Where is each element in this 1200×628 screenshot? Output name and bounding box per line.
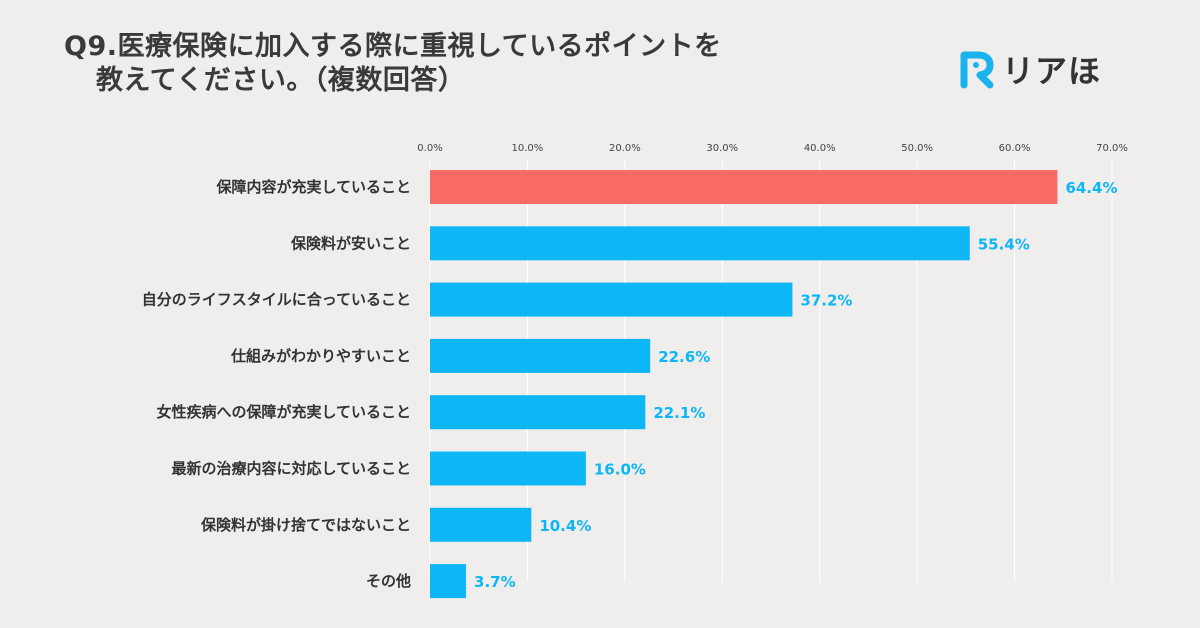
chart-title-line2: 教えてください。（複数回答） bbox=[96, 65, 466, 96]
x-tick-label: 30.0% bbox=[706, 143, 738, 154]
x-tick-label: 10.0% bbox=[512, 143, 544, 154]
category-label: 最新の治療内容に対応していること bbox=[171, 460, 411, 478]
x-tick-label: 40.0% bbox=[804, 143, 836, 154]
bar bbox=[430, 282, 793, 317]
category-label: 自分のライフスタイルに合っていること bbox=[142, 291, 411, 309]
category-label: 仕組みがわかりやすいこと bbox=[230, 347, 411, 365]
value-label: 37.2% bbox=[800, 292, 852, 310]
bar bbox=[430, 226, 970, 261]
bar bbox=[430, 451, 586, 486]
category-labels: 保障内容が充実していること保険料が安いこと自分のライフスタイルに合っていること仕… bbox=[142, 178, 411, 590]
chart-title: Q9.医療保険に加入する際に重視しているポイントを 教えてください。（複数回答） bbox=[64, 30, 722, 98]
category-label: その他 bbox=[366, 572, 411, 590]
logo-text: リアほ bbox=[1002, 52, 1102, 90]
value-label: 16.0% bbox=[594, 461, 646, 479]
category-label: 保険料が掛け捨てではないこと bbox=[200, 516, 411, 534]
value-label: 10.4% bbox=[539, 517, 591, 535]
category-label: 保険料が安いこと bbox=[290, 234, 411, 252]
bar bbox=[430, 395, 646, 430]
value-label: 22.6% bbox=[658, 348, 710, 366]
value-label: 3.7% bbox=[474, 573, 516, 591]
x-tick-label: 50.0% bbox=[901, 143, 933, 154]
value-label: 22.1% bbox=[653, 404, 705, 422]
x-axis-ticks: 0.0% 10.0% 20.0% 30.0% 40.0% 50.0% 60.0% 70.0% bbox=[417, 143, 1128, 154]
value-label: 55.4% bbox=[978, 235, 1030, 253]
bar bbox=[430, 564, 467, 599]
category-label: 女性疾病への保障が充実していること bbox=[156, 403, 411, 421]
bar bbox=[430, 170, 1058, 204]
bars bbox=[430, 170, 1058, 599]
bar bbox=[430, 338, 651, 373]
x-tick-label: 60.0% bbox=[999, 143, 1031, 154]
category-label: 保障内容が充実していること bbox=[215, 178, 411, 196]
x-tick-label: 0.0% bbox=[417, 143, 442, 154]
value-labels: 64.4% 55.4% 37.2% 22.6% 22.1% 16.0% 10.4% 3.7% bbox=[474, 179, 1117, 591]
x-tick-label: 70.0% bbox=[1096, 143, 1128, 154]
value-label: 64.4% bbox=[1065, 179, 1117, 197]
r-letter-logo-icon bbox=[960, 51, 994, 89]
chart-title-line1: Q9.医療保険に加入する際に重視しているポイントを bbox=[64, 31, 722, 62]
bar bbox=[430, 507, 532, 542]
brand-logo: リアほ bbox=[958, 46, 1101, 92]
x-tick-label: 20.0% bbox=[609, 143, 641, 154]
